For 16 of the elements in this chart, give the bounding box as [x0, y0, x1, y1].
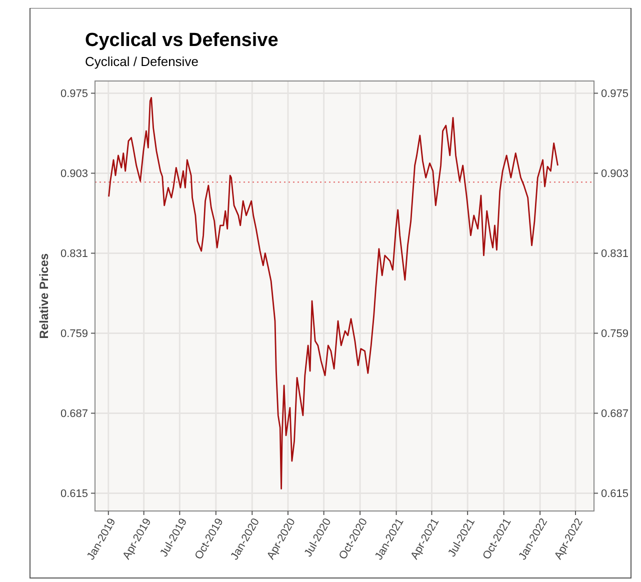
line-series — [108, 96, 558, 490]
y2-tick-label: 0.615 — [601, 488, 629, 500]
y2-tick-label: 0.831 — [601, 248, 629, 260]
y-axis-title: Relative Prices — [37, 252, 51, 339]
y2-tick-label: 0.759 — [601, 328, 629, 340]
y2-tick-label: 0.903 — [601, 168, 629, 180]
y-tick-label: 0.831 — [60, 248, 88, 260]
y-tick-label: 0.903 — [60, 168, 88, 180]
chart-title: Cyclical vs Defensive — [85, 30, 278, 51]
y-tick-label: 0.975 — [60, 88, 88, 100]
y-tick-label: 0.687 — [60, 408, 88, 420]
y2-tick-label: 0.975 — [601, 88, 629, 100]
y2-tick-label: 0.687 — [601, 408, 629, 420]
y-tick-label: 0.615 — [60, 488, 88, 500]
chart-subtitle: Cyclical / Defensive — [85, 54, 198, 69]
y-tick-label: 0.759 — [60, 328, 88, 340]
